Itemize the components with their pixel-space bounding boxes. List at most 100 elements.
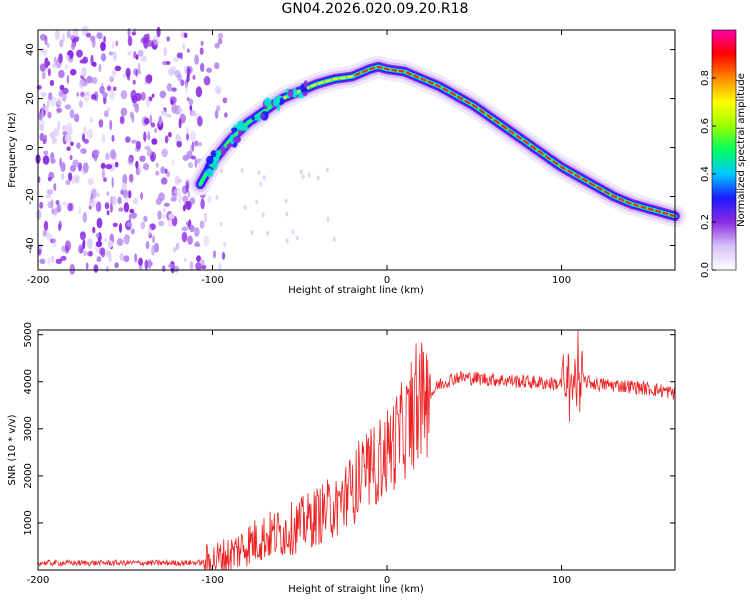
noise-speckle bbox=[185, 181, 189, 193]
noise-speckle bbox=[255, 199, 259, 205]
noise-speckle bbox=[70, 42, 76, 50]
noise-speckle bbox=[291, 229, 295, 235]
noise-speckle bbox=[118, 207, 124, 212]
noise-speckle bbox=[185, 83, 188, 95]
noise-speckle bbox=[91, 77, 98, 84]
noise-speckle bbox=[67, 202, 73, 212]
noise-speckle bbox=[190, 155, 196, 160]
noise-speckle bbox=[96, 217, 103, 229]
noise-speckle bbox=[142, 162, 150, 171]
noise-speckle bbox=[119, 252, 125, 262]
ridge-peak bbox=[552, 160, 559, 166]
noise-speckle bbox=[146, 96, 150, 108]
noise-speckle bbox=[123, 202, 130, 213]
noise-speckle bbox=[130, 89, 137, 101]
ridge-peak bbox=[339, 76, 346, 80]
noise-speckle bbox=[113, 51, 117, 62]
noise-speckle bbox=[76, 92, 79, 97]
noise-speckle bbox=[145, 241, 150, 250]
noise-speckle bbox=[92, 61, 97, 67]
noise-speckle bbox=[44, 57, 49, 69]
spectrogram-ylabel: Frequency (Hz) bbox=[7, 112, 18, 188]
noise-speckle bbox=[171, 87, 177, 92]
ridge-peak bbox=[376, 65, 383, 69]
noise-speckle bbox=[180, 79, 185, 86]
noise-speckle bbox=[88, 250, 93, 257]
noise-speckle bbox=[212, 250, 217, 259]
noise-speckle bbox=[143, 131, 147, 142]
noise-speckle bbox=[165, 61, 171, 65]
ridge-peak bbox=[647, 207, 654, 211]
noise-speckle bbox=[214, 85, 222, 95]
noise-speckle bbox=[127, 157, 133, 166]
noise-speckle bbox=[143, 34, 150, 43]
noise-speckle bbox=[74, 174, 80, 184]
noise-speckle bbox=[78, 78, 86, 89]
noise-speckle bbox=[82, 211, 88, 223]
noise-speckle bbox=[200, 40, 204, 46]
snr-ticks: -200 -100 0 100 1000 2000 3000 4000 5000 bbox=[23, 322, 675, 586]
noise-speckle bbox=[137, 49, 144, 57]
noise-speckle bbox=[126, 221, 132, 227]
noise-speckle bbox=[164, 168, 168, 174]
noise-speckle bbox=[122, 174, 128, 185]
ridge-peak bbox=[618, 197, 625, 202]
colorbar-tick-label: 0.6 bbox=[700, 118, 711, 134]
noise-speckle bbox=[70, 141, 74, 147]
noise-speckle bbox=[240, 168, 244, 174]
ridge-peak bbox=[515, 134, 522, 140]
noise-speckle bbox=[93, 91, 99, 102]
colorbar-tick-label: 0.8 bbox=[700, 70, 711, 86]
y-tick-label: 1000 bbox=[23, 510, 34, 535]
noise-speckle bbox=[120, 189, 124, 195]
ridge-peak bbox=[420, 77, 427, 82]
noise-speckle bbox=[125, 136, 131, 143]
ridge-peak bbox=[325, 79, 332, 83]
noise-speckle bbox=[153, 242, 160, 253]
noise-speckle bbox=[105, 164, 113, 170]
noise-speckle bbox=[41, 105, 47, 111]
noise-speckle bbox=[98, 247, 105, 256]
ridge-blob bbox=[292, 88, 298, 98]
ridge-peak bbox=[574, 173, 581, 179]
noise-speckle bbox=[100, 53, 107, 62]
y-tick-label: 0 bbox=[25, 144, 36, 150]
noise-speckle bbox=[76, 49, 83, 58]
noise-speckle bbox=[140, 192, 144, 200]
noise-speckle bbox=[214, 62, 220, 70]
noise-speckle bbox=[186, 66, 191, 77]
ridge-peak bbox=[310, 83, 317, 88]
noise-speckle bbox=[96, 256, 102, 263]
ridge-blob bbox=[238, 129, 242, 137]
noise-speckle bbox=[189, 224, 195, 233]
noise-speckle bbox=[100, 162, 106, 169]
noise-speckle bbox=[222, 97, 228, 104]
noise-speckle bbox=[127, 35, 133, 47]
noise-speckle bbox=[221, 252, 226, 260]
noise-speckle bbox=[301, 174, 305, 180]
noise-speckle bbox=[40, 109, 45, 120]
noise-speckle bbox=[119, 115, 125, 125]
ridge-blob bbox=[206, 155, 214, 165]
noise-speckle bbox=[58, 53, 63, 64]
y-tick-label: -40 bbox=[25, 237, 36, 253]
snr-ylabel: SNR (10 * v/v) bbox=[7, 414, 18, 485]
noise-speckle bbox=[114, 262, 119, 269]
noise-speckle bbox=[140, 55, 148, 63]
ridge-blob bbox=[279, 97, 285, 105]
noise-speckle bbox=[55, 258, 63, 264]
noise-speckle bbox=[58, 90, 64, 98]
noise-speckle bbox=[161, 265, 166, 273]
noise-speckle bbox=[182, 43, 186, 50]
noise-speckle bbox=[117, 196, 122, 205]
noise-speckle bbox=[128, 173, 134, 183]
noise-speckle bbox=[203, 212, 208, 223]
noise-speckle bbox=[203, 75, 211, 86]
y-tick-label: 4000 bbox=[23, 369, 34, 394]
ridge-peak bbox=[486, 114, 493, 120]
noise-speckle bbox=[45, 194, 52, 199]
ridge-blob bbox=[226, 143, 230, 150]
noise-speckle bbox=[52, 136, 58, 144]
noise-speckle bbox=[62, 87, 69, 95]
noise-speckle bbox=[168, 131, 172, 138]
